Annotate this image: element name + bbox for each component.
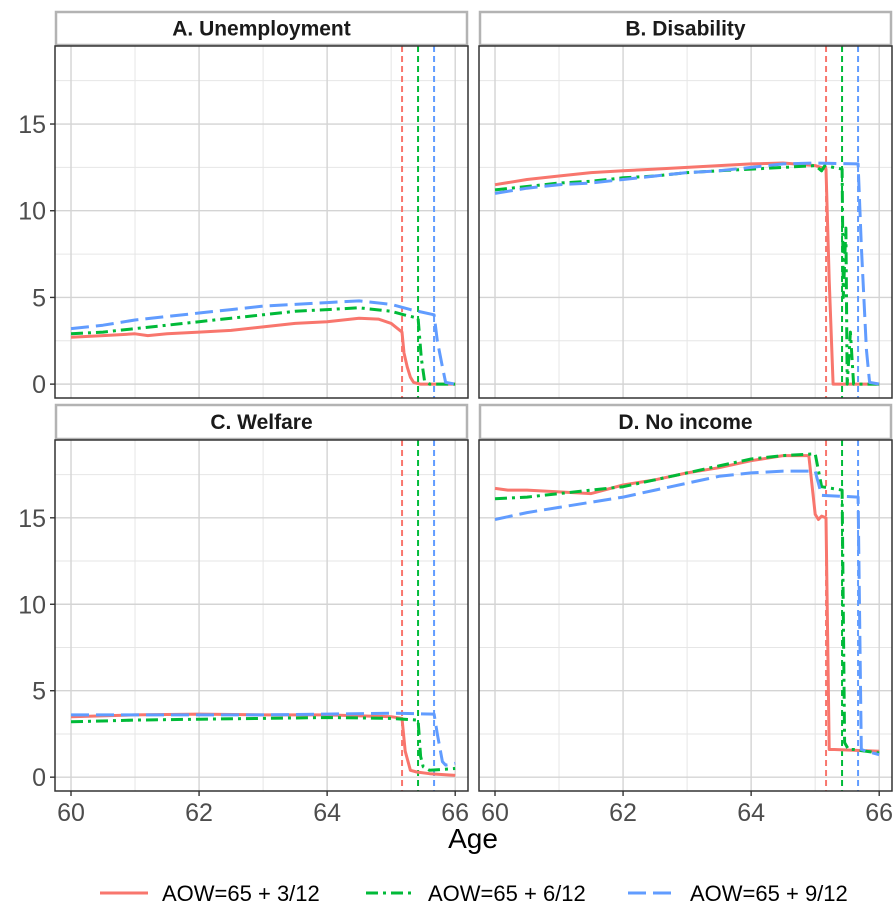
x-tick-label: 60 <box>481 799 509 827</box>
plot-background <box>479 440 892 791</box>
series-line <box>494 454 880 753</box>
legend: AOW=65 + 3/12 AOW=65 + 6/12 AOW=65 + 9/12 <box>100 881 848 906</box>
plot-background <box>55 46 468 398</box>
x-axis-title: Age <box>448 823 498 854</box>
x-tick-label: 64 <box>737 799 765 827</box>
series-line <box>70 306 456 386</box>
facet-strip <box>54 403 469 441</box>
facet-title: D. No income <box>618 411 752 434</box>
x-tick-label: 64 <box>313 799 341 827</box>
x-tick-label: 66 <box>441 799 469 827</box>
series-line <box>70 316 456 386</box>
x-tick-label: 60 <box>57 799 85 827</box>
facet-title: C. Welfare <box>210 411 312 434</box>
panel-border <box>478 45 893 399</box>
facet-strip <box>478 10 893 47</box>
panel-border <box>54 439 469 792</box>
series-line <box>70 299 456 386</box>
legend-label: AOW=65 + 6/12 <box>428 881 586 906</box>
facet-panel-1: A. Unemployment 0 5 10 15 <box>18 10 469 399</box>
legend-label: AOW=65 + 9/12 <box>690 881 848 906</box>
facet-title: B. Disability <box>625 18 746 41</box>
x-tick-label: 62 <box>185 799 213 827</box>
plot-background <box>479 46 892 398</box>
series-line <box>70 716 456 772</box>
panel-border <box>54 45 469 399</box>
y-tick-label: 5 <box>32 678 46 706</box>
y-tick-label: 0 <box>32 371 46 399</box>
series-line <box>494 452 880 755</box>
x-tick-label: 66 <box>865 799 893 827</box>
y-tick-label: 0 <box>32 764 46 792</box>
plot-background <box>55 440 468 791</box>
facet-title: A. Unemployment <box>172 18 351 41</box>
series-line <box>494 161 880 386</box>
series-line <box>494 164 880 386</box>
x-tick-label: 62 <box>609 799 637 827</box>
y-tick-label: 5 <box>32 284 46 312</box>
y-tick-label: 15 <box>18 505 46 533</box>
legend-label: AOW=65 + 3/12 <box>162 881 320 906</box>
series-line <box>494 469 880 757</box>
facet-panel-2: B. Disability <box>478 10 893 399</box>
facet-strip <box>478 403 893 441</box>
y-tick-label: 10 <box>18 198 46 226</box>
facet-panel-3: C. Welfare 0 5 10 15 60 62 64 66 <box>18 403 469 827</box>
panel-border <box>478 439 893 792</box>
facet-strip <box>54 10 469 47</box>
series-line <box>494 161 880 386</box>
y-tick-label: 10 <box>18 591 46 619</box>
facet-panel-4: D. No income 60 62 64 66 <box>478 403 893 827</box>
y-tick-label: 15 <box>18 111 46 139</box>
series-line <box>71 711 456 767</box>
